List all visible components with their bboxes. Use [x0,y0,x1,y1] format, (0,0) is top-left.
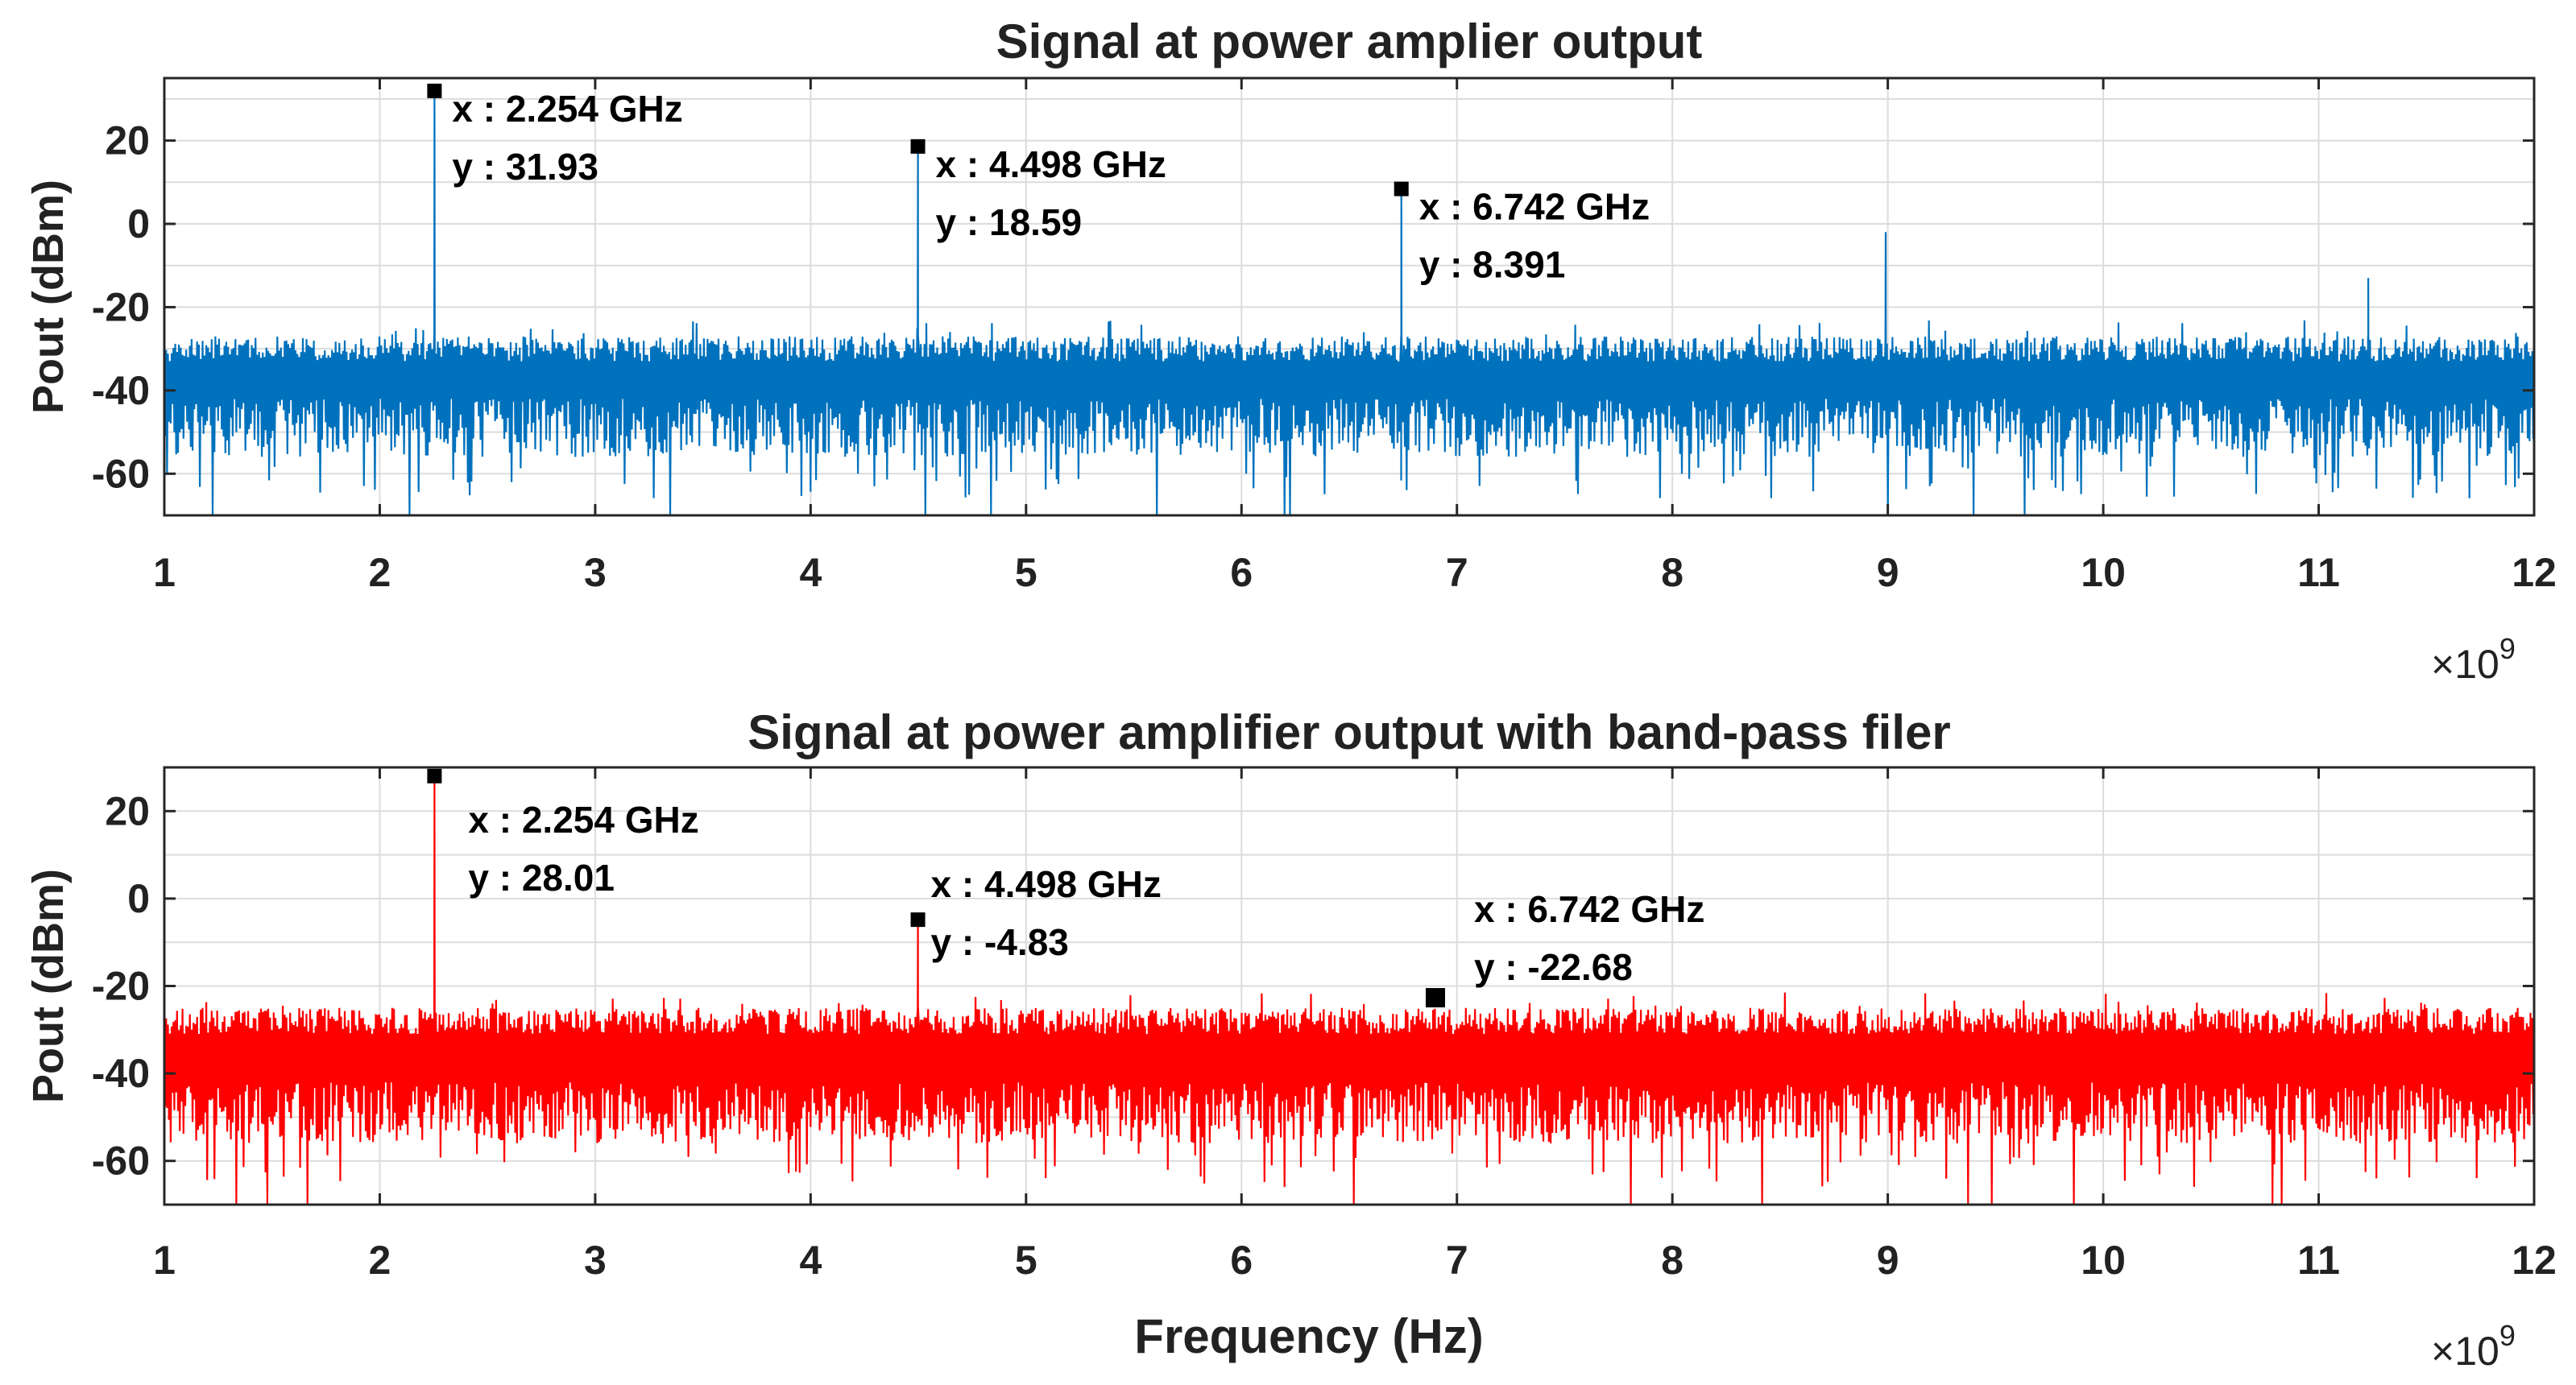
datatip-marker [1425,988,1445,1008]
x-tick-label: 1 [153,550,176,595]
x-tick-label: 3 [584,550,607,595]
x-tick-label: 3 [584,1238,607,1283]
datatip-x-label: x : 2.254 GHz [452,88,682,130]
y-tick-label: -20 [92,284,150,329]
datatip-y-label: y : 28.01 [468,857,615,899]
x-tick-label: 11 [2297,1238,2340,1283]
datatip-y-label: y : 31.93 [452,146,598,188]
y-axis-label: Pout (dBm) [24,869,72,1103]
datatip-marker [910,138,926,154]
datatip-marker [427,768,442,783]
signal-trace [163,90,2536,516]
datatip-y-label: y : 8.391 [1419,244,1566,286]
y-tick-label: -60 [92,1139,150,1184]
x-multiplier-base: ×10 [2431,1329,2499,1374]
y-tick-label: 0 [127,876,150,921]
x-tick-label: 4 [799,550,822,595]
datatip-x-label: x : 4.498 GHz [936,143,1166,185]
datatip-marker [427,83,442,98]
y-tick-label: 20 [105,118,150,163]
x-multiplier-base: ×10 [2431,642,2499,687]
x-tick-label: 5 [1015,1238,1037,1283]
y-tick-label: 0 [127,201,150,246]
x-tick-label: 11 [2297,550,2340,595]
x-tick-label: 9 [1877,550,1899,595]
axes-box [163,76,2536,517]
x-tick-label: 8 [1661,1238,1684,1283]
signal-trace [163,775,2536,1205]
y-tick-label: -40 [92,368,150,413]
datatip-marker [1394,181,1409,196]
y-tick-label: -20 [92,964,150,1009]
y-tick-label: 20 [105,788,150,833]
datatip-x-label: x : 6.742 GHz [1419,186,1650,228]
x-tick-label: 8 [1661,550,1684,595]
x-multiplier: ×109 [2431,1319,2516,1374]
datatip-y-label: y : -22.68 [1474,946,1633,988]
x-tick-label: 12 [2512,550,2557,595]
y-axis-label: Pout (dBm) [24,180,72,414]
x-multiplier-exponent: 9 [2499,632,2516,665]
x-tick-label: 10 [2081,550,2126,595]
x-tick-label: 1 [153,1238,176,1283]
x-tick-label: 2 [369,1238,391,1283]
datatip-y-label: y : 18.59 [936,201,1083,243]
x-tick-label: 9 [1877,1238,1899,1283]
chart-title: Signal at power amplifier output with ba… [748,705,1950,759]
x-axis-label: Frequency (Hz) [1134,1309,1483,1363]
y-tick-label: -60 [92,451,150,496]
y-tick-label: -40 [92,1051,150,1096]
x-tick-label: 5 [1015,550,1037,595]
x-tick-label: 4 [799,1238,822,1283]
datatip-marker [910,912,926,928]
datatip-x-label: x : 4.498 GHz [931,863,1162,905]
datatip-y-label: y : -4.83 [931,921,1069,963]
datatip-x-label: x : 6.742 GHz [1474,888,1704,930]
x-tick-label: 12 [2512,1238,2557,1283]
x-tick-label: 6 [1230,550,1253,595]
chart-title: Signal at power amplier output [996,14,1703,68]
x-tick-label: 10 [2081,1238,2126,1283]
x-tick-label: 7 [1446,550,1468,595]
x-tick-label: 7 [1446,1238,1468,1283]
datatip-x-label: x : 2.254 GHz [468,799,698,841]
x-tick-label: 6 [1230,1238,1253,1283]
x-multiplier: ×109 [2431,632,2516,687]
x-multiplier-exponent: 9 [2499,1319,2516,1352]
x-tick-label: 2 [369,550,391,595]
